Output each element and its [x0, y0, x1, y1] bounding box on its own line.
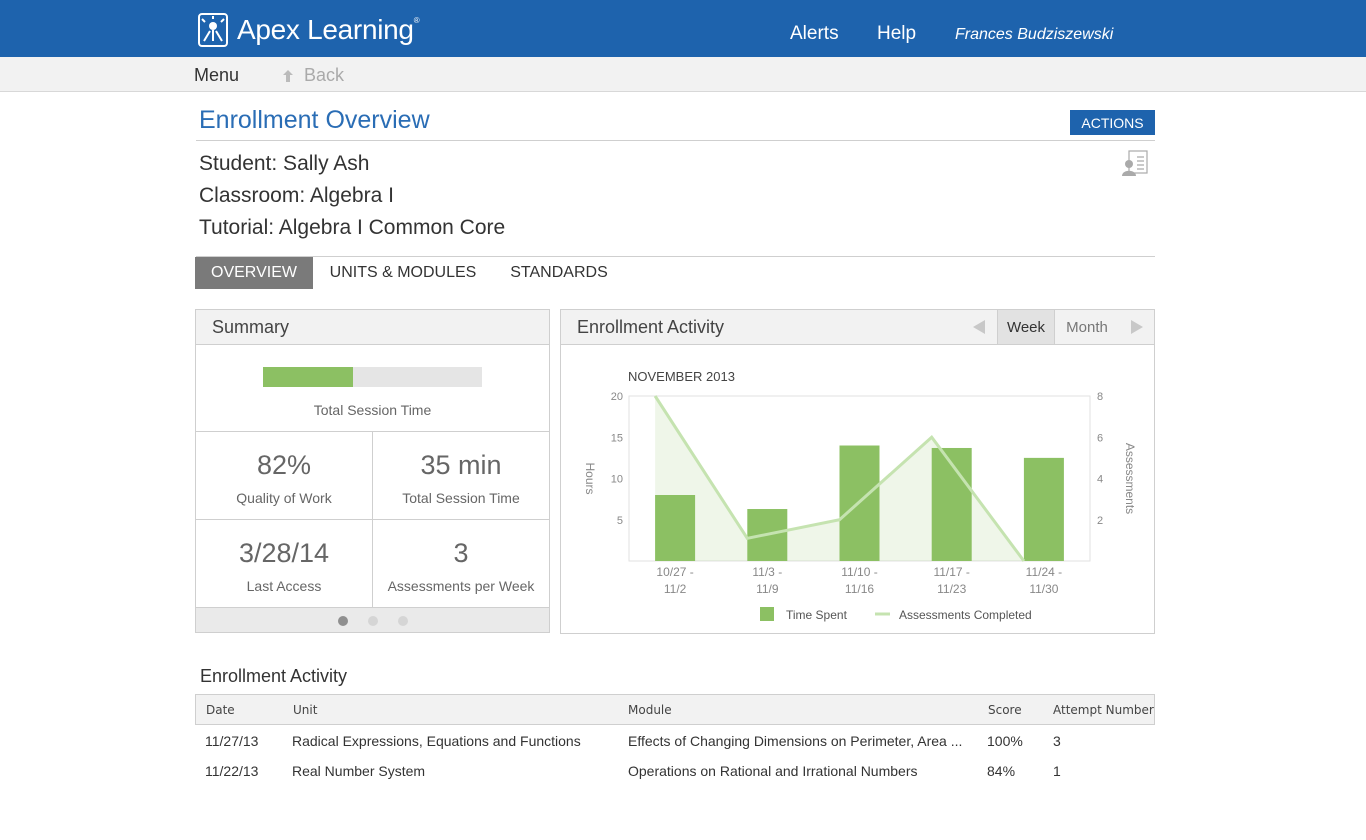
range-week-button[interactable]: Week — [997, 310, 1055, 344]
divider — [196, 431, 549, 432]
table-header: Date Unit Module Score Attempt Number — [195, 694, 1155, 725]
assessments-line — [653, 395, 1026, 562]
session-time-label: Total Session Time — [402, 490, 520, 506]
column-header-attempt-number[interactable]: Attempt Number — [1053, 703, 1154, 717]
page-title: Enrollment Overview — [199, 106, 430, 134]
enrollment-activity-chart: NOVEMBER 2013 5 10 15 20 2 4 6 8 Hours Assessments… — [583, 369, 1137, 622]
top-bar: Apex Learning® Alerts Help Frances Budzi… — [0, 0, 1366, 57]
column-header-unit[interactable]: Unit — [293, 703, 318, 717]
legend-time-spent-label: Time Spent — [786, 608, 848, 622]
session-bar-label: Total Session Time — [313, 402, 432, 418]
activity-table: Date Unit Module Score Attempt Number 11… — [195, 694, 1155, 785]
apex-logo-icon — [198, 13, 228, 47]
cell-attempt-number: 1 — [1053, 763, 1061, 779]
menu-button[interactable]: Menu — [194, 65, 240, 85]
cell-attempt-number: 3 — [1053, 733, 1061, 749]
student-profile-icon[interactable] — [1121, 150, 1148, 177]
quality-of-work-label: Quality of Work — [236, 490, 332, 506]
time-spent-bar — [655, 495, 696, 561]
tab-overview[interactable]: OVERVIEW — [195, 257, 313, 289]
y2-axis-label: Assessments — [1123, 443, 1137, 514]
x-tick-label: 11/24 -11/30 — [1026, 565, 1062, 596]
x-tick-label: 11/3 -11/9 — [752, 565, 782, 596]
chart-title: NOVEMBER 2013 — [628, 369, 735, 384]
tab-units-modules[interactable]: UNITS & MODULES — [329, 264, 477, 281]
pager-dot-3[interactable] — [398, 616, 408, 626]
y-axis-label: Hours — [583, 462, 597, 494]
cell-unit: Real Number System — [292, 763, 426, 779]
pager-dot-2[interactable] — [368, 616, 378, 626]
last-access-label: Last Access — [246, 578, 322, 594]
session-time-fill — [263, 367, 353, 387]
quality-of-work-value: 82% — [256, 450, 312, 480]
sub-bar: Menu Back — [0, 57, 1366, 92]
cell-unit: Radical Expressions, Equations and Funct… — [292, 733, 581, 749]
summary-pager — [196, 607, 549, 632]
brand-name: Apex Learning® — [237, 14, 420, 45]
column-header-module[interactable]: Module — [628, 703, 672, 717]
activity-chart-header: Enrollment Activity Week Month — [561, 310, 1154, 345]
help-link[interactable]: Help — [877, 23, 917, 44]
y2-tick-label: 6 — [1097, 432, 1103, 444]
x-tick-label: 10/27 -11/2 — [656, 565, 693, 596]
y-tick-label: 5 — [617, 515, 623, 527]
cell-module: Effects of Changing Dimensions on Perime… — [628, 733, 963, 749]
summary-panel: Summary Total Session Time 82% Quality o… — [195, 309, 550, 633]
summary-title: Summary — [212, 317, 290, 337]
y-tick-label: 15 — [611, 432, 623, 444]
column-header-date[interactable]: Date — [206, 703, 235, 717]
table-row[interactable]: 11/22/13 Real Number System Operations o… — [195, 755, 1155, 785]
session-time-value: 35 min — [420, 450, 502, 480]
user-name-link[interactable]: Frances Budziszewski — [955, 26, 1114, 43]
y2-tick-label: 2 — [1097, 515, 1103, 527]
x-tick-label: 11/17 -11/23 — [933, 565, 969, 596]
pager-dot-1[interactable] — [338, 616, 348, 626]
next-period-icon[interactable] — [1129, 319, 1145, 335]
column-header-score[interactable]: Score — [988, 703, 1022, 717]
cell-module: Operations on Rational and Irrational Nu… — [628, 763, 918, 779]
time-spent-bar — [931, 447, 972, 561]
previous-period-icon[interactable] — [971, 319, 987, 335]
y-tick-label: 10 — [611, 474, 623, 486]
assessments-per-week-value: 3 — [453, 538, 469, 568]
info-divider — [196, 256, 1155, 257]
legend-time-spent-swatch — [760, 607, 774, 621]
alerts-link[interactable]: Alerts — [790, 23, 839, 44]
range-month-button[interactable]: Month — [1066, 318, 1108, 336]
summary-header: Summary — [196, 310, 549, 345]
activity-chart-panel: Enrollment Activity Week Month NOVEMBER … — [560, 309, 1155, 634]
y-tick-label: 20 — [611, 391, 623, 403]
activity-table-title: Enrollment Activity — [200, 666, 348, 686]
classroom-info: Classroom: Algebra I — [199, 184, 394, 207]
assessments-per-week-label: Assessments per Week — [387, 578, 535, 594]
back-button[interactable]: Back — [281, 65, 344, 86]
cell-score: 100% — [987, 733, 1023, 749]
tab-standards[interactable]: STANDARDS — [510, 264, 608, 281]
cell-date: 11/27/13 — [205, 733, 259, 749]
activity-chart-title: Enrollment Activity — [577, 317, 725, 337]
back-label: Back — [304, 65, 345, 85]
cell-score: 84% — [987, 763, 1016, 779]
last-access-value: 3/28/14 — [238, 538, 330, 568]
session-time-bar — [263, 367, 482, 387]
apex-logo[interactable]: Apex Learning® — [198, 12, 420, 48]
table-row[interactable]: 11/27/13 Radical Expressions, Equations … — [195, 725, 1155, 755]
actions-button[interactable]: ACTIONS — [1070, 110, 1155, 135]
x-tick-label: 11/10 -11/16 — [841, 565, 877, 596]
y2-tick-label: 4 — [1097, 474, 1103, 486]
back-arrow-icon — [283, 69, 293, 82]
divider — [196, 519, 549, 520]
student-info: Student: Sally Ash — [199, 152, 370, 175]
title-divider — [196, 140, 1155, 141]
y2-tick-label: 8 — [1097, 391, 1103, 403]
tutorial-info: Tutorial: Algebra I Common Core — [199, 216, 506, 239]
legend-assessments-label: Assessments Completed — [899, 608, 1032, 622]
cell-date: 11/22/13 — [205, 763, 259, 779]
time-spent-bar — [1023, 457, 1064, 561]
